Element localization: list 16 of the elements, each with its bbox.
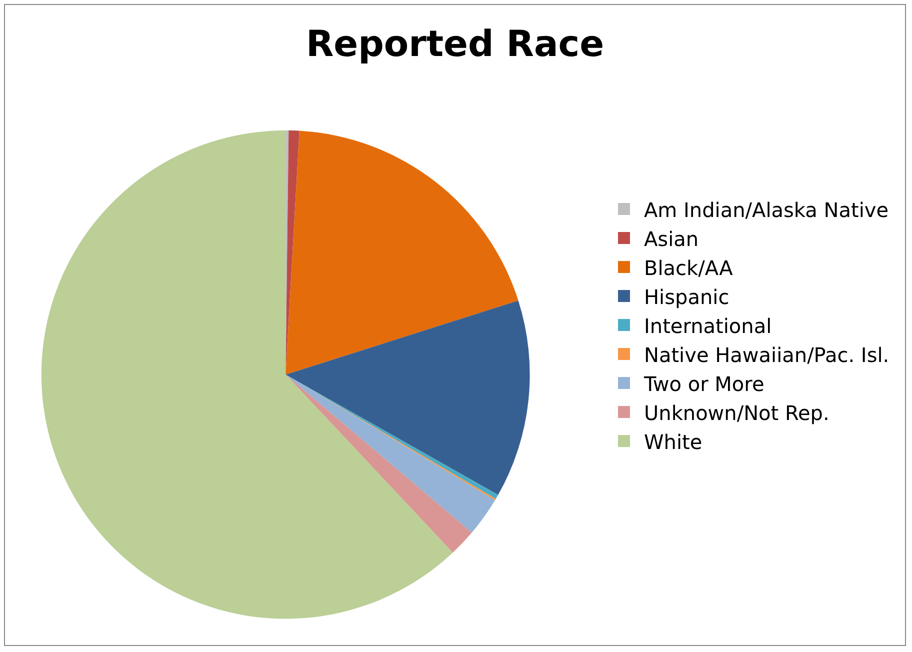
legend-label: Asian — [644, 226, 699, 251]
legend-label: Unknown/Not Rep. — [644, 400, 830, 425]
legend-label: Am Indian/Alaska Native — [644, 198, 889, 222]
pie-slice — [286, 374, 472, 553]
pie-slice — [286, 300, 530, 495]
legend-label: Native Hawaiian/Pac. Isl. — [644, 342, 890, 367]
pie-slice — [286, 374, 496, 533]
chart-title: Reported Race — [306, 24, 604, 65]
pie-slice — [41, 130, 453, 619]
pie-slice — [286, 130, 518, 375]
legend-label: Black/AA — [644, 256, 734, 280]
legend-label: Hispanic — [644, 284, 730, 309]
legend-label: White — [644, 430, 702, 454]
pie-slice — [286, 130, 300, 375]
legend-label: International — [644, 314, 772, 338]
legend-label: Two or More — [643, 372, 764, 396]
